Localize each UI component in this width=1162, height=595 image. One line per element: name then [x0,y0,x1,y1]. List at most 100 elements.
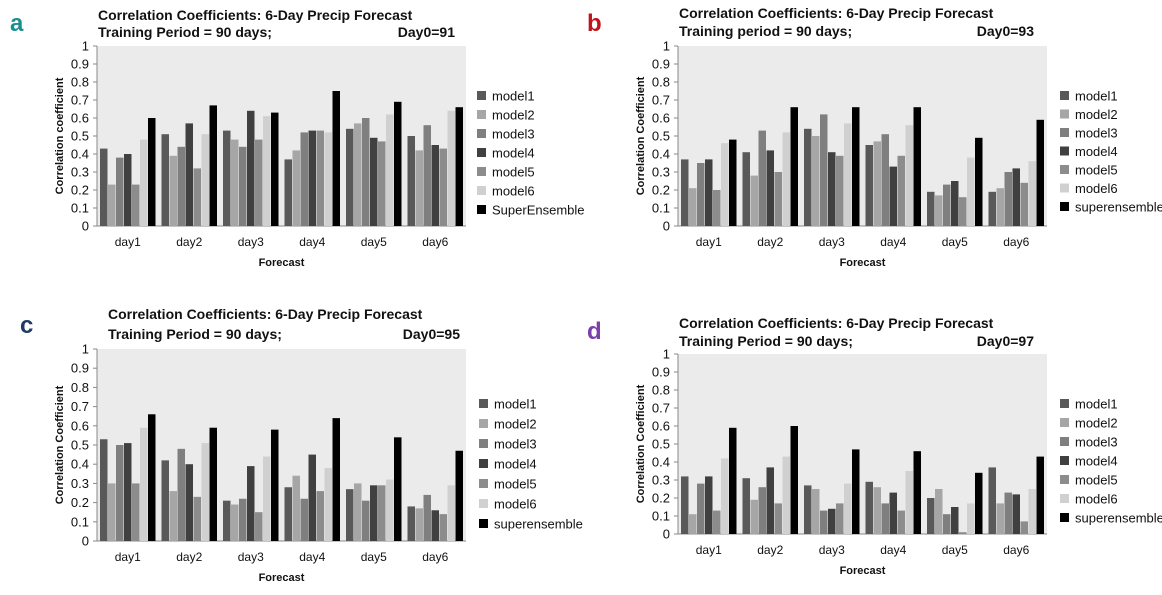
bar-model3-day3 [239,498,247,541]
bar-model1-day2 [742,478,750,534]
x-tick-label: day5 [942,543,968,557]
y-tick-label: 0.5 [71,438,89,453]
bar-model3-day4 [881,503,889,534]
y-tick-label: 0.7 [71,93,89,108]
bar-model3-day4 [881,134,889,226]
y-tick-label: 0.7 [652,93,670,108]
bar-superensemble-day5 [394,101,402,226]
bar-model5-day6 [439,514,447,541]
y-tick-label: 1 [663,39,670,54]
y-tick-label: 0.1 [71,514,89,529]
bar-model2-day4 [873,487,881,534]
legend-swatch [479,439,488,448]
y-tick-label: 0.6 [652,419,670,434]
bar-superensemble-day5 [975,137,983,226]
x-tick-label: day2 [757,235,783,249]
bar-model3-day3 [820,114,828,226]
bar-model3-day3 [820,510,828,534]
bar-model1-day3 [804,485,812,534]
bar-model2-day1 [689,188,697,226]
bar-superensemble-day2 [790,107,798,226]
y-tick-label: 0.8 [652,383,670,398]
bar-model1-day3 [804,128,812,226]
y-tick-label: 0.4 [71,457,89,472]
legend-label: model4 [492,146,535,161]
legend-label: model6 [492,184,535,199]
bar-superensemble-day6 [1036,456,1044,534]
bar-model2-day1 [108,483,116,541]
bar-model5-day5 [378,485,386,541]
bar-superensemble-day4 [913,451,921,534]
bar-model2-day3 [812,489,820,534]
legend-swatch [1060,146,1069,156]
y-tick-label: 0.9 [71,57,89,72]
bar-superensemble-day3 [271,429,279,541]
bar-superensemble-day5 [975,472,983,534]
y-tick-label: 0.3 [71,165,89,180]
legend-label: model5 [1075,473,1118,488]
bar-model2-day4 [292,150,300,226]
x-tick-label: day1 [115,550,141,564]
chart-panel-c: c Correlation Coefficients: 6-Day Precip… [0,298,583,595]
bar-model2-day3 [812,136,820,226]
bar-model1-day6 [988,191,996,226]
bar-superensemble-day5 [394,437,402,541]
y-tick-label: 0.6 [652,111,670,126]
bar-model6-day5 [967,157,975,226]
y-axis-label: Correlation Coefficient [635,384,647,503]
bar-model3-day3 [239,146,247,226]
legend-label: model4 [1075,144,1118,159]
legend-label: model3 [1075,126,1118,141]
bar-model3-day5 [362,500,370,541]
legend-label: model5 [494,477,537,492]
bar-model6-day1 [721,143,729,226]
y-tick-label: 0.9 [71,361,89,376]
legend-swatch [1060,109,1069,119]
bar-model4-day1 [705,476,713,534]
bar-superensemble-day3 [852,107,860,226]
legend-swatch [479,519,488,528]
panel-letter: d [587,318,602,345]
bar-model6-day4 [905,471,913,534]
bar-model4-day2 [766,467,774,534]
bar-superensemble-day2 [209,105,217,226]
legend-swatch [479,499,488,508]
panel-letter: c [20,312,34,339]
legend-swatch [479,459,488,468]
bar-model6-day4 [324,468,332,541]
bar-model5-day3 [836,155,844,226]
legend-swatch [1060,91,1069,100]
y-tick-label: 0.6 [71,111,89,126]
bar-model2-day6 [996,503,1004,534]
bar-superensemble-day6 [1036,119,1044,226]
bar-model5-day2 [774,172,782,226]
x-tick-label: day5 [942,235,968,249]
y-tick-label: 0.5 [71,129,89,144]
legend-label: model2 [1075,416,1118,431]
bar-model5-day3 [255,139,263,226]
legend-label: model4 [1075,454,1118,469]
legend-label: model4 [494,457,537,472]
bar-model4-day2 [185,123,193,226]
legend-swatch [477,148,486,157]
bar-model5-day1 [132,483,140,541]
y-tick-label: 0.5 [652,437,670,452]
bar-superensemble-day6 [455,107,463,226]
bar-model2-day3 [231,139,239,226]
legend-label: model3 [1075,435,1118,450]
legend-swatch [1060,456,1069,465]
bar-model4-day6 [1012,494,1020,534]
bar-model2-day2 [750,499,758,534]
bar-model5-day3 [836,503,844,534]
bar-model5-day1 [713,190,721,226]
legend-swatch [1060,183,1069,193]
bar-model2-day2 [169,491,177,541]
x-tick-label: day2 [757,543,783,557]
bar-model3-day1 [116,445,124,541]
x-axis-label: Forecast [259,572,305,584]
bar-model5-day4 [316,491,324,541]
y-tick-label: 1 [82,39,89,54]
bar-model1-day3 [223,500,231,541]
x-tick-label: day6 [422,235,448,249]
bar-model5-day3 [255,512,263,541]
